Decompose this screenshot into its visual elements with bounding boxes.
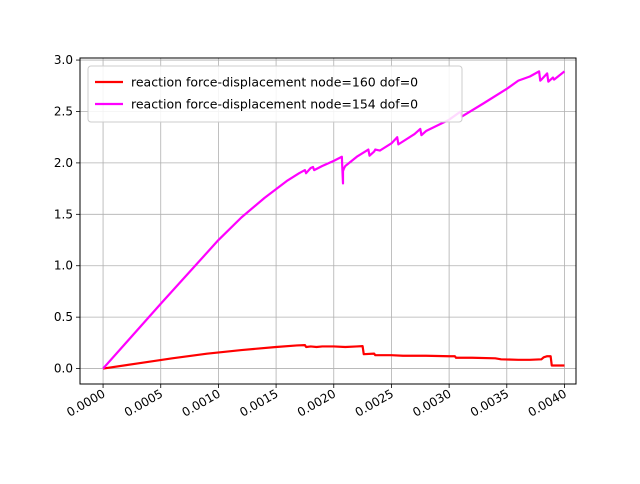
legend-label: reaction force-displacement node=154 dof… — [131, 97, 418, 112]
series-layer — [102, 70, 566, 370]
legend: reaction force-displacement node=160 dof… — [87, 65, 463, 123]
plot-frame — [79, 57, 577, 385]
series-line-2 — [102, 70, 566, 370]
y-tick-label: 1.0 — [54, 259, 73, 273]
y-tick-label: 2.5 — [54, 104, 73, 118]
y-tick-label: 0.0 — [54, 362, 73, 376]
y-tick-label: 0.5 — [54, 310, 73, 324]
y-tick-label: 3.0 — [54, 53, 73, 67]
legend-label: reaction force-displacement node=160 dof… — [131, 75, 418, 90]
y-tick-label: 1.5 — [54, 207, 73, 221]
y-tick-label: 2.0 — [54, 156, 73, 170]
series-line-1 — [102, 344, 565, 370]
legend-box — [87, 65, 463, 123]
